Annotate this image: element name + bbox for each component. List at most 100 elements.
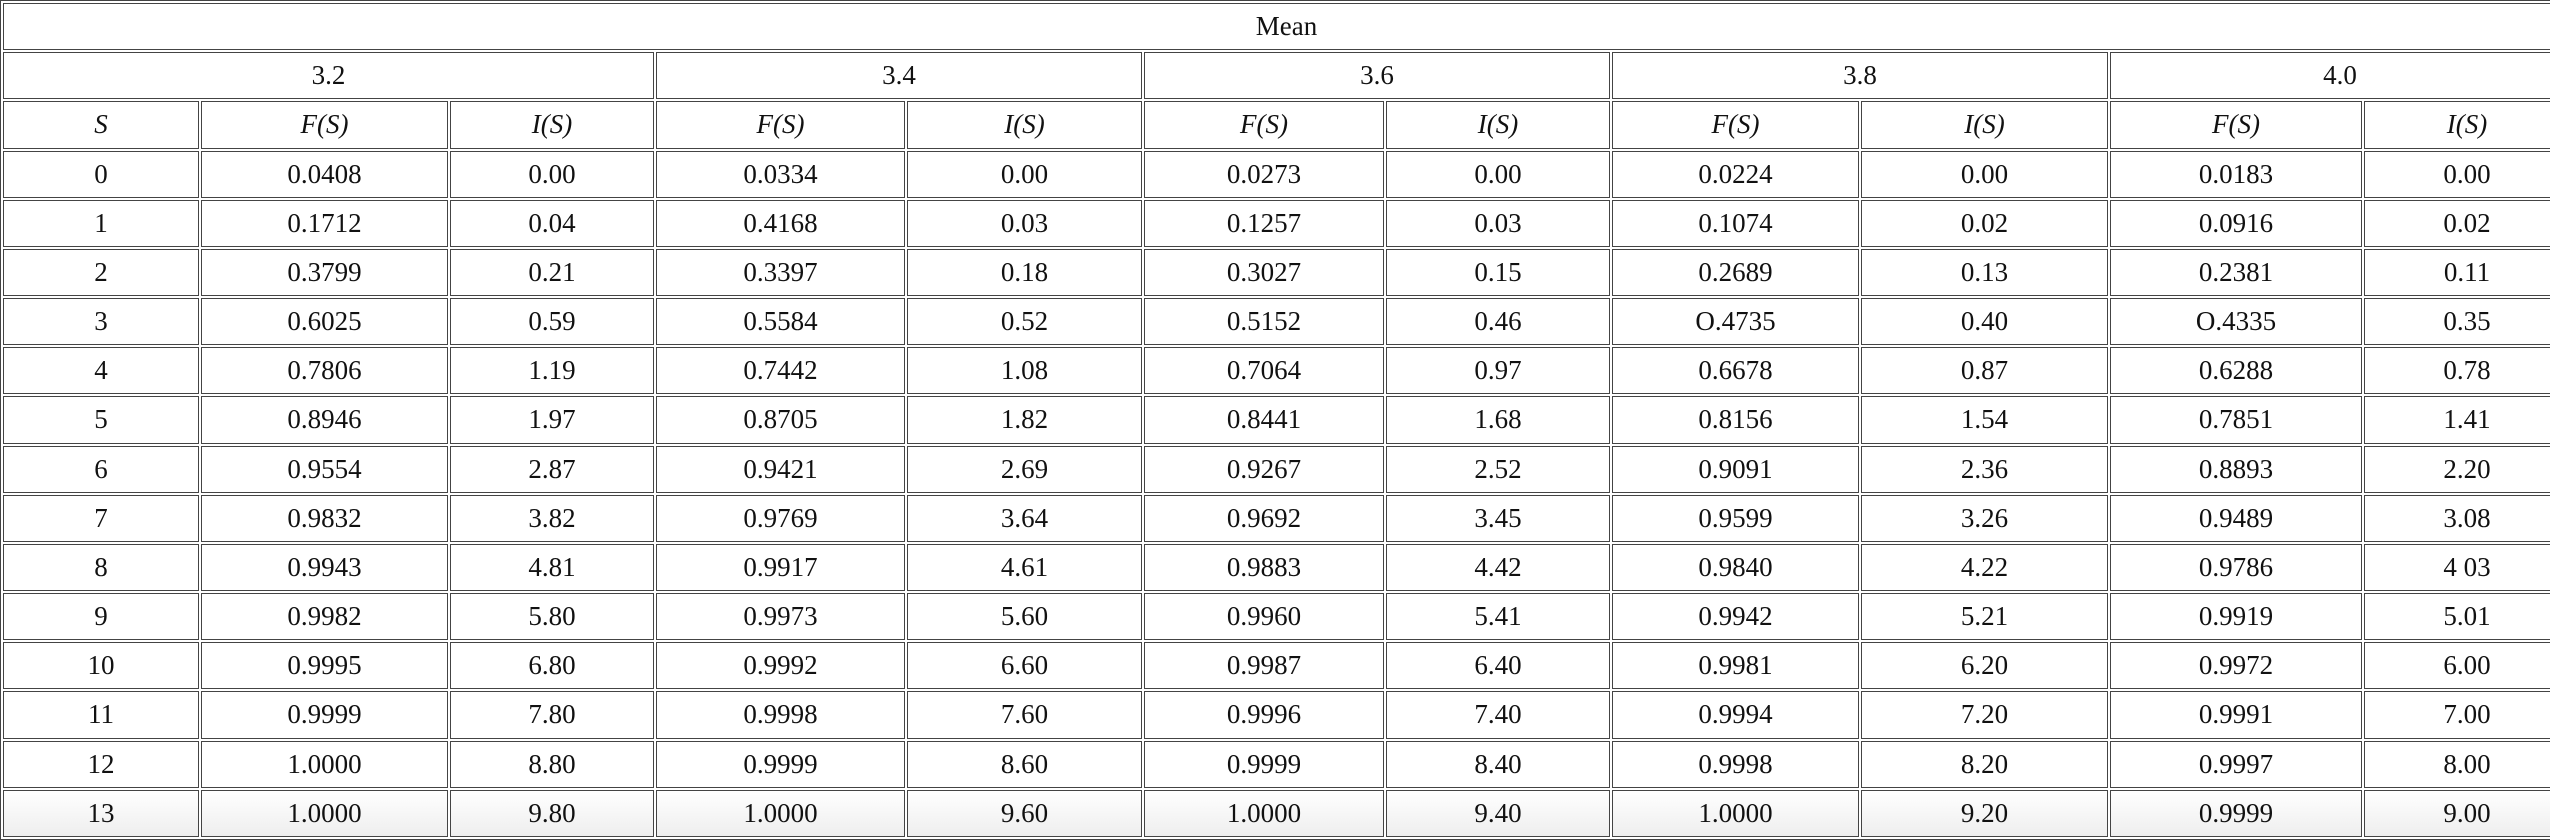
cell: 2.52 (1386, 445, 1610, 493)
column-header: I(S) (2364, 101, 2550, 149)
cell: 0.46 (1386, 298, 1610, 346)
cell: 0.1074 (1612, 199, 1859, 247)
cell: 0.3397 (656, 248, 905, 297)
cell: O.4735 (1612, 298, 1859, 346)
cell: 5.80 (450, 593, 654, 641)
cell: 0.11 (2364, 248, 2550, 297)
cell: 9 (3, 593, 199, 641)
cell: 0.35 (2364, 298, 2550, 346)
cell: 2.87 (450, 445, 654, 493)
cell: 0.7851 (2110, 396, 2362, 444)
cell: 0.6025 (201, 298, 448, 346)
cell: 1.0000 (1144, 789, 1384, 837)
cell: 6.20 (1861, 642, 2108, 690)
cell: 1.0000 (201, 740, 448, 788)
cell: 0.8156 (1612, 396, 1859, 444)
cell: 3.82 (450, 494, 654, 542)
cell: 0.9832 (201, 494, 448, 542)
cell: 7.40 (1386, 691, 1610, 739)
cell: 0.9692 (1144, 494, 1384, 542)
cell: 0.40 (1861, 298, 2108, 346)
cell: 0.9994 (1612, 691, 1859, 739)
cell: 0.9917 (656, 543, 905, 592)
cell: 0.0273 (1144, 150, 1384, 198)
cell: 3 (3, 298, 199, 346)
data-row: 5 0.8946 1.97 0.8705 1.82 0.8441 1.68 0.8156 1.5… (3, 396, 2550, 444)
cell: 0.03 (907, 199, 1142, 247)
group-header: 3.4 (656, 52, 1142, 100)
data-row: 12 1.0000 8.80 0.9999 8.60 0.9999 8.40 0.9998 8.… (3, 740, 2550, 788)
cell: 0.3027 (1144, 248, 1384, 297)
cell: 0.3799 (201, 248, 448, 297)
cell: 0.9991 (2110, 691, 2362, 739)
table-body: Mean 3.2 3.4 3.6 3.8 4.0 S F(S) I(S) F(S) I(S) F(S… (3, 3, 2550, 837)
cell: 0.00 (907, 150, 1142, 198)
cell: 0.00 (450, 150, 654, 198)
cell: 0.9769 (656, 494, 905, 542)
cell: 0.0183 (2110, 150, 2362, 198)
data-row: 4 0.7806 1.19 0.7442 1.08 0.7064 0.97 0.6678 0.8… (3, 347, 2550, 395)
cell: 0.8441 (1144, 396, 1384, 444)
cell: 1.82 (907, 396, 1142, 444)
group-header: 4.0 (2110, 52, 2550, 100)
cell: 0.4168 (656, 199, 905, 247)
cell: 6.40 (1386, 642, 1610, 690)
cell: 8 (3, 543, 199, 592)
cell: 0.9996 (1144, 691, 1384, 739)
cell: 5.41 (1386, 593, 1610, 641)
cell: 0.9091 (1612, 445, 1859, 493)
cell: 0.9999 (201, 691, 448, 739)
cell: 9.80 (450, 789, 654, 837)
cell: 0.9599 (1612, 494, 1859, 542)
cell: 0.7806 (201, 347, 448, 395)
cell: 0.0334 (656, 150, 905, 198)
cell: 1.97 (450, 396, 654, 444)
data-row: 0 0.0408 0.00 0.0334 0.00 0.0273 0.00 0.0224 0.0… (3, 150, 2550, 198)
cell: 9.20 (1861, 789, 2108, 837)
cell: 0.8946 (201, 396, 448, 444)
cell: 5.60 (907, 593, 1142, 641)
cell: 0.87 (1861, 347, 2108, 395)
column-header: I(S) (450, 101, 654, 149)
cell: 13 (3, 789, 199, 837)
cell: 6 (3, 445, 199, 493)
cell: 8.80 (450, 740, 654, 788)
data-row: 7 0.9832 3.82 0.9769 3.64 0.9692 3.45 0.9599 3.2… (3, 494, 2550, 542)
group-header: 3.8 (1612, 52, 2108, 100)
cell: 10 (3, 642, 199, 690)
cell: 0.7442 (656, 347, 905, 395)
cell: 0 (3, 150, 199, 198)
cell: 0.0916 (2110, 199, 2362, 247)
cell: 0.21 (450, 248, 654, 297)
cell: 0.00 (1861, 150, 2108, 198)
cell: 0.9999 (1144, 740, 1384, 788)
cell: 0.9998 (656, 691, 905, 739)
cell: 0.00 (2364, 150, 2550, 198)
cell: 9.00 (2364, 789, 2550, 837)
data-row: 10 0.9995 6.80 0.9992 6.60 0.9987 6.40 0.9981 6.… (3, 642, 2550, 690)
cell: 1 (3, 199, 199, 247)
cell: 9.60 (907, 789, 1142, 837)
cell: 0.9421 (656, 445, 905, 493)
cell: 1.0000 (1612, 789, 1859, 837)
column-header: I(S) (907, 101, 1142, 149)
cell: 0.9960 (1144, 593, 1384, 641)
cell: 4.81 (450, 543, 654, 592)
cell: 1.68 (1386, 396, 1610, 444)
cell: 0.15 (1386, 248, 1610, 297)
cell: 6.80 (450, 642, 654, 690)
title-row: Mean (3, 3, 2550, 51)
cell: 0.9992 (656, 642, 905, 690)
data-row: 6 0.9554 2.87 0.9421 2.69 0.9267 2.52 0.9091 2.3… (3, 445, 2550, 493)
cell: 0.00 (1386, 150, 1610, 198)
column-header: I(S) (1386, 101, 1610, 149)
cell: 2 (3, 248, 199, 297)
cell: 0.6678 (1612, 347, 1859, 395)
cell: 0.9919 (2110, 593, 2362, 641)
cell: 0.0224 (1612, 150, 1859, 198)
cell: 0.9981 (1612, 642, 1859, 690)
cell: 0.78 (2364, 347, 2550, 395)
cell: 8.00 (2364, 740, 2550, 788)
